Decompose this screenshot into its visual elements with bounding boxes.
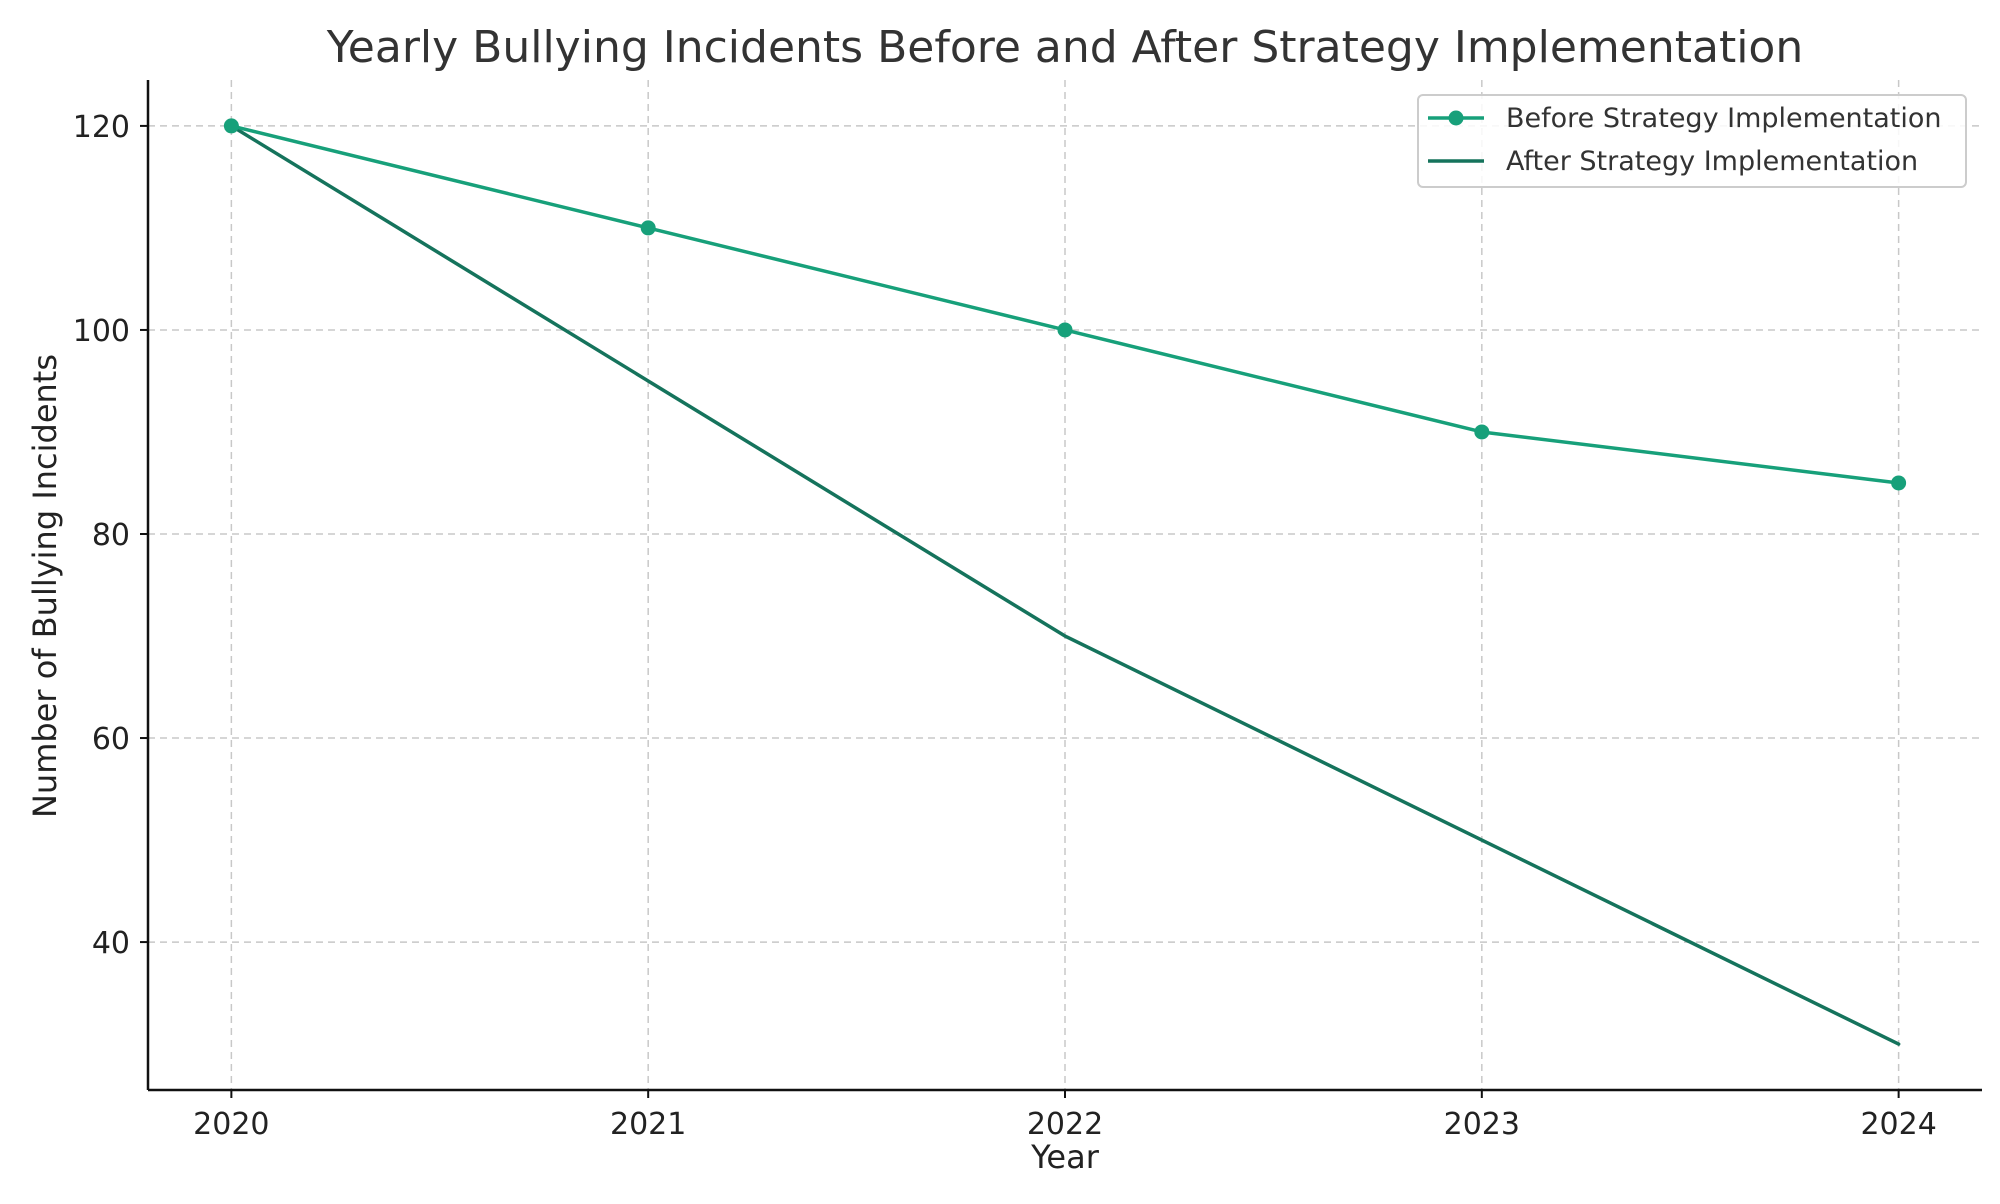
data-point-before (1474, 424, 1490, 440)
series-line-after (229, 124, 1901, 1046)
y-tick-label: 40 (92, 926, 130, 961)
x-axis-label: Year (1030, 1138, 1100, 1176)
x-tick-label: 2021 (610, 1107, 686, 1142)
x-tick-label: 2023 (1444, 1107, 1520, 1142)
data-point-before (1891, 475, 1907, 491)
x-tick-label: 2024 (1860, 1107, 1936, 1142)
legend-label-after: After Strategy Implementation (1506, 146, 1918, 177)
y-axis-label: Number of Bullying Incidents (26, 354, 64, 818)
x-tick-label: 2020 (193, 1107, 269, 1142)
gridlines (148, 80, 1982, 1090)
data-point-before (640, 220, 656, 236)
x-tick-label: 2022 (1027, 1107, 1103, 1142)
legend-box (1417, 94, 1967, 188)
data-point-before (1057, 322, 1073, 338)
y-tick-label: 60 (92, 722, 130, 757)
chart-title: Yearly Bullying Incidents Before and Aft… (326, 22, 1803, 73)
data-point-before (223, 118, 239, 134)
y-tick-label: 100 (73, 314, 130, 349)
y-tick-label: 80 (92, 518, 130, 553)
y-tick-label: 120 (73, 110, 130, 145)
series-layer (223, 118, 1907, 1046)
legend-marker-before (1448, 110, 1464, 126)
tick-labels: 40 60 80 100 120 2020 2021 2022 2023 2024 (73, 110, 1937, 1142)
legend-label-before: Before Strategy Implementation (1506, 103, 1942, 134)
legend: Before Strategy Implementation After Str… (1417, 94, 1967, 188)
